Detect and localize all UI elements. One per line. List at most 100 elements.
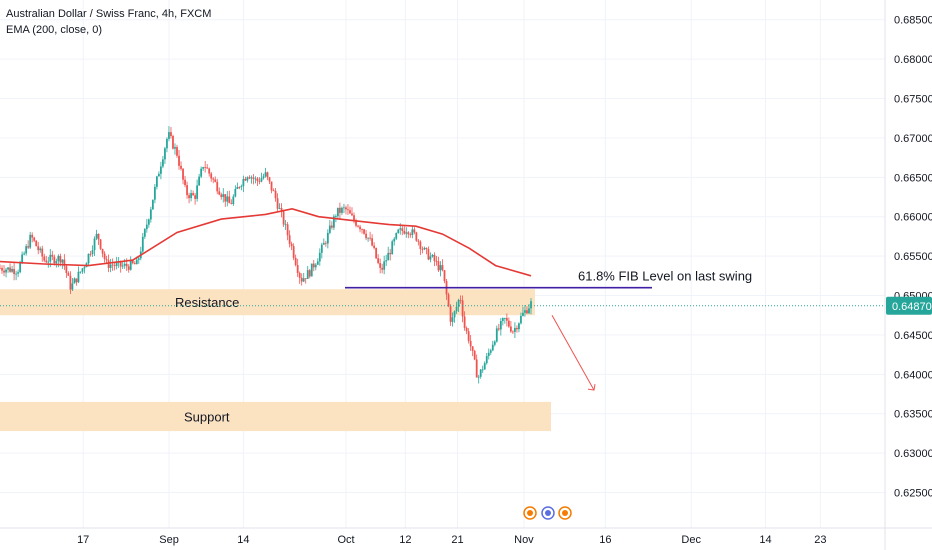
candle-body bbox=[332, 216, 335, 228]
candle-body bbox=[314, 264, 317, 268]
candle-body bbox=[399, 228, 402, 230]
candle-body bbox=[7, 267, 9, 270]
time-axis[interactable]: 17 Sep 14 Oct 12 21 Nov 16 Dec 14 23 bbox=[77, 534, 826, 546]
candle-body bbox=[330, 225, 333, 228]
candle-body bbox=[5, 269, 7, 273]
candle-body bbox=[296, 265, 299, 273]
candle-body bbox=[409, 234, 412, 236]
event-markers[interactable] bbox=[523, 506, 572, 520]
candle-body bbox=[357, 225, 359, 227]
candle-body bbox=[387, 252, 390, 261]
economic-event-dot bbox=[545, 510, 551, 516]
candle-body bbox=[186, 185, 188, 196]
candle-body bbox=[324, 242, 327, 244]
candle-body bbox=[431, 255, 434, 257]
candle-body bbox=[75, 278, 78, 283]
price-tick-label: 0.64500 bbox=[894, 330, 932, 342]
candle-body bbox=[351, 213, 353, 216]
candle-body bbox=[65, 266, 68, 273]
candle-body bbox=[141, 236, 144, 252]
candle-body bbox=[359, 226, 361, 230]
candle-body bbox=[43, 256, 46, 261]
candle-body bbox=[435, 261, 438, 262]
candle-body bbox=[304, 278, 307, 280]
candle-body bbox=[93, 238, 96, 251]
candle-body bbox=[276, 198, 279, 209]
candle-body bbox=[465, 327, 468, 332]
candle-body bbox=[204, 167, 207, 168]
time-tick-label: Nov bbox=[514, 534, 534, 546]
candle-body bbox=[393, 238, 396, 242]
candle-body bbox=[312, 263, 315, 268]
candle-body bbox=[530, 301, 532, 309]
candle-body bbox=[268, 177, 271, 182]
candle-body bbox=[485, 356, 488, 364]
candle-body bbox=[528, 308, 530, 314]
time-tick-label: 21 bbox=[451, 534, 463, 546]
candle-body bbox=[149, 209, 152, 220]
candle-body bbox=[286, 224, 289, 236]
candle-body bbox=[403, 230, 406, 234]
candle-body bbox=[218, 191, 221, 195]
candle-body bbox=[518, 323, 520, 330]
candle-body bbox=[355, 220, 357, 226]
candle-body bbox=[495, 328, 498, 342]
candle-body bbox=[272, 190, 275, 192]
candle-body bbox=[522, 312, 524, 316]
candle-body bbox=[55, 261, 58, 264]
candle-body bbox=[347, 209, 349, 211]
candle-body bbox=[252, 177, 255, 179]
price-axis[interactable]: 0.68500 0.68000 0.67500 0.67000 0.66500 0.660… bbox=[886, 15, 932, 500]
candle-body bbox=[47, 261, 50, 263]
candle-body bbox=[57, 255, 60, 262]
candle-body bbox=[322, 242, 325, 245]
candle-body bbox=[168, 132, 170, 139]
candle-body bbox=[13, 268, 15, 275]
candle-body bbox=[166, 138, 168, 149]
candle-body bbox=[29, 234, 32, 248]
price-tick-label: 0.66000 bbox=[894, 212, 932, 224]
candle-body bbox=[483, 363, 486, 370]
candle-body bbox=[300, 277, 303, 282]
candle-body bbox=[31, 234, 34, 238]
candle-body bbox=[172, 136, 174, 149]
candle-body bbox=[224, 194, 227, 202]
candle-body bbox=[447, 294, 450, 307]
symbol-title[interactable]: Australian Dollar / Swiss Franc, 4h, FXC… bbox=[6, 8, 212, 20]
candle-body bbox=[25, 246, 28, 254]
candle-body bbox=[17, 272, 20, 274]
candle-body bbox=[73, 278, 76, 284]
candle-body bbox=[15, 273, 17, 275]
candle-body bbox=[222, 194, 225, 197]
candle-body bbox=[162, 159, 164, 167]
candle-body bbox=[439, 265, 442, 271]
candle-body bbox=[234, 189, 237, 197]
candle-body bbox=[11, 268, 13, 272]
candle-body bbox=[501, 318, 504, 321]
candle-body bbox=[363, 229, 365, 234]
candle-body bbox=[306, 270, 309, 279]
candle-body bbox=[133, 263, 136, 265]
candle-body bbox=[178, 155, 180, 166]
indicator-label[interactable]: EMA (200, close, 0) bbox=[6, 24, 102, 36]
candle-body bbox=[320, 244, 323, 253]
candle-body bbox=[511, 331, 514, 333]
candle-body bbox=[254, 178, 257, 180]
candle-body bbox=[316, 261, 319, 265]
candle-body bbox=[395, 232, 398, 239]
candle-body bbox=[389, 252, 392, 255]
candle-body bbox=[147, 219, 150, 225]
candle-body bbox=[421, 248, 424, 250]
candle-body bbox=[41, 248, 44, 257]
candle-body bbox=[0, 267, 1, 269]
price-tick-label: 0.62500 bbox=[894, 488, 932, 500]
candle-body bbox=[87, 253, 90, 264]
candle-body bbox=[524, 310, 526, 313]
candle-body bbox=[457, 299, 460, 307]
candle-body bbox=[45, 260, 48, 263]
economic-event-dot bbox=[562, 510, 568, 516]
down-arrow-line bbox=[551, 314, 595, 391]
candle-body bbox=[210, 173, 213, 179]
